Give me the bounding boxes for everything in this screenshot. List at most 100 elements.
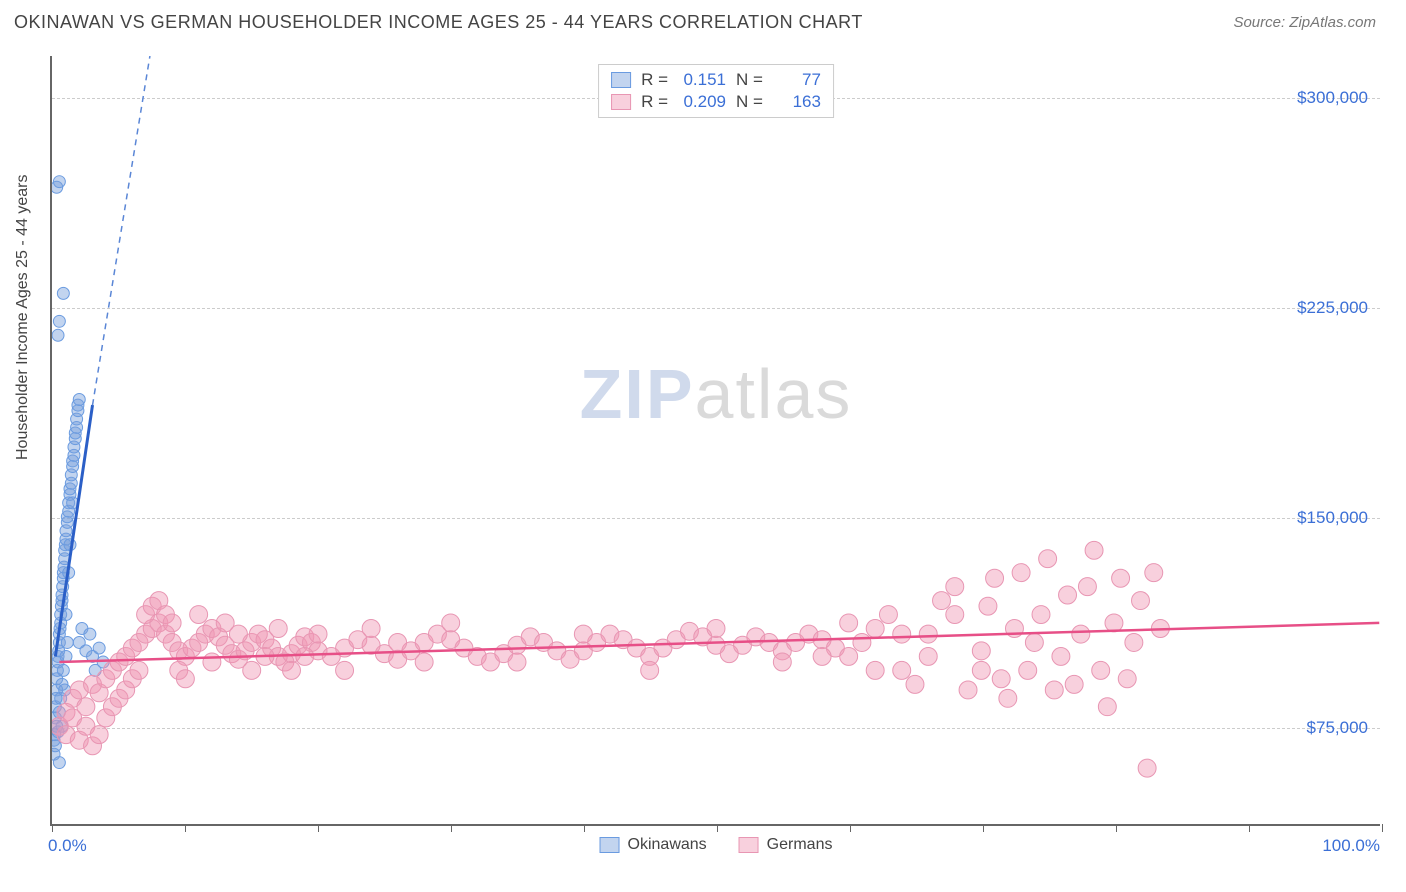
data-point [84,628,96,640]
stats-legend: R = 0.151 N = 77 R = 0.209 N = 163 [598,64,834,118]
xtick [1382,824,1383,832]
data-point [163,614,181,632]
data-point [1138,759,1156,777]
data-point [243,661,261,679]
data-point [53,757,65,769]
data-point [1092,661,1110,679]
data-point [1025,633,1043,651]
data-point [1118,670,1136,688]
data-point [203,653,221,671]
chart-area: ZIPatlas $75,000$150,000$225,000$300,000… [50,56,1380,826]
stat-n-label: N = [736,70,763,90]
data-point [773,653,791,671]
data-point [959,681,977,699]
data-point [90,726,108,744]
data-point [1085,541,1103,559]
data-point [979,597,997,615]
data-point [1098,698,1116,716]
data-point [93,642,105,654]
data-point [283,661,301,679]
data-point [707,620,725,638]
data-point [53,315,65,327]
data-point [1039,550,1057,568]
stat-r-label: R = [641,70,668,90]
legend-item: Okinawans [600,836,707,854]
xtick [1249,824,1250,832]
scatter-plot [52,56,1380,824]
xtick [584,824,585,832]
data-point [933,592,951,610]
data-point [999,689,1017,707]
data-point [1145,564,1163,582]
stat-r-value: 0.209 [678,92,726,112]
stat-r-label: R = [641,92,668,112]
data-point [1032,606,1050,624]
data-point [73,394,85,406]
data-point [190,606,208,624]
data-point [919,647,937,665]
data-point [946,578,964,596]
data-point [1052,647,1070,665]
data-point [53,176,65,188]
data-point [229,625,247,643]
data-point [906,675,924,693]
series-legend: Okinawans Germans [600,836,833,854]
data-point [879,606,897,624]
stats-legend-row: R = 0.209 N = 163 [611,91,821,113]
xaxis-label-right: 100.0% [1322,836,1380,856]
xtick [52,824,53,832]
legend-swatch [611,72,631,88]
data-point [57,664,69,676]
data-point [296,647,314,665]
data-point [641,661,659,679]
data-point [508,653,526,671]
data-point [130,661,148,679]
legend-swatch [739,837,759,853]
data-point [61,636,73,648]
data-point [362,620,380,638]
data-point [919,625,937,643]
data-point [1012,564,1030,582]
stat-n-value: 163 [773,92,821,112]
data-point [1105,614,1123,632]
data-point [972,661,990,679]
data-point [336,661,354,679]
xtick [850,824,851,832]
data-point [389,633,407,651]
data-point [1132,592,1150,610]
xtick [318,824,319,832]
stat-r-value: 0.151 [678,70,726,90]
data-point [893,661,911,679]
data-point [309,625,327,643]
data-point [840,614,858,632]
data-point [415,653,433,671]
data-point [52,329,64,341]
data-point [1019,661,1037,679]
legend-item: Germans [739,836,833,854]
chart-title: OKINAWAN VS GERMAN HOUSEHOLDER INCOME AG… [14,12,863,33]
xaxis-label-left: 0.0% [48,836,87,856]
legend-swatch [600,837,620,853]
data-point [1065,675,1083,693]
legend-label: Germans [767,836,833,854]
data-point [1125,633,1143,651]
data-point [866,661,884,679]
data-point [1045,681,1063,699]
data-point [866,620,884,638]
data-point [574,625,592,643]
xtick [185,824,186,832]
stat-n-value: 77 [773,70,821,90]
data-point [853,633,871,651]
stat-n-label: N = [736,92,763,112]
xtick [1116,824,1117,832]
stats-legend-row: R = 0.151 N = 77 [611,69,821,91]
data-point [1112,569,1130,587]
source-label: Source: ZipAtlas.com [1233,14,1376,31]
data-point [269,620,287,638]
data-point [442,614,460,632]
data-point [992,670,1010,688]
data-point [1072,625,1090,643]
xtick [717,824,718,832]
legend-swatch [611,94,631,110]
xtick [983,824,984,832]
